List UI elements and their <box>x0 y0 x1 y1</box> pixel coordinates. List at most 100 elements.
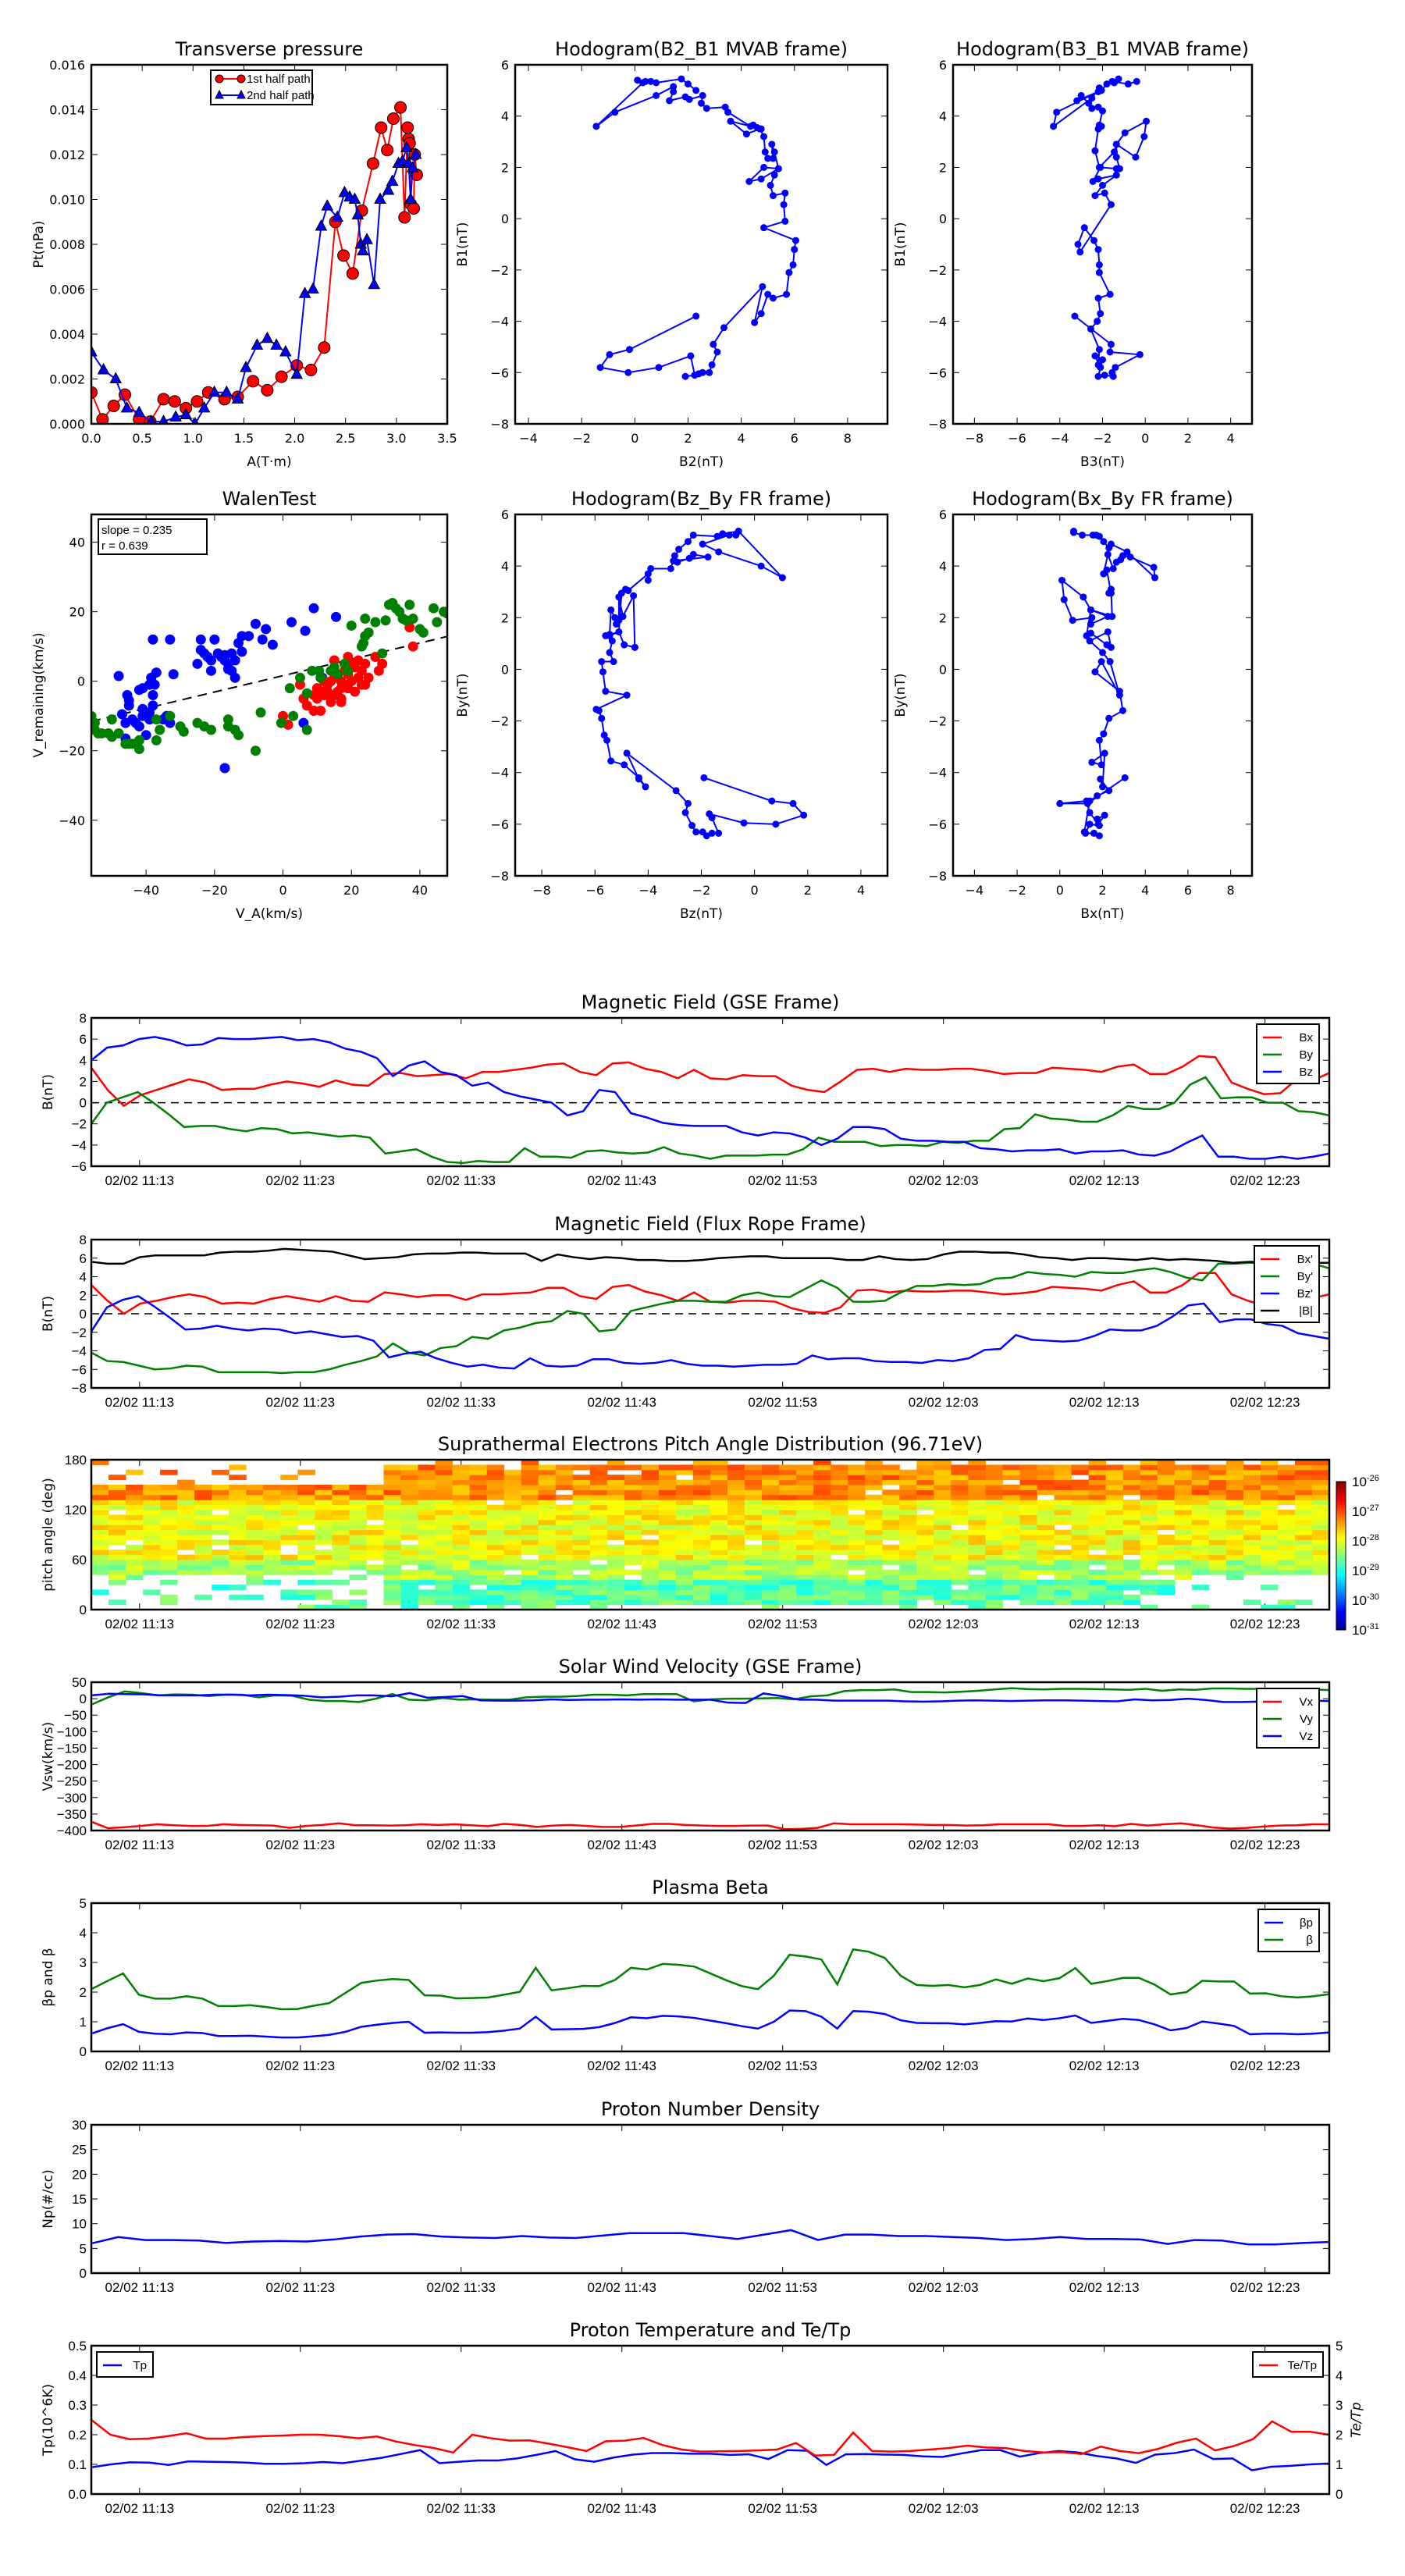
heatmap-cell <box>985 1464 1003 1471</box>
heatmap-cell <box>194 1510 212 1515</box>
heatmap-cell <box>951 1554 969 1560</box>
heatmap-cell <box>194 1485 212 1490</box>
data-point <box>747 123 755 130</box>
data-point <box>209 634 220 645</box>
heatmap-cell <box>383 1594 401 1600</box>
data-point <box>386 174 399 186</box>
heatmap-cell <box>177 1569 195 1575</box>
heatmap-cell <box>1208 1510 1227 1515</box>
heatmap-cell <box>538 1599 557 1606</box>
heatmap-cell <box>899 1604 917 1610</box>
heatmap-cell <box>985 1539 1003 1546</box>
heatmap-cell <box>1002 1529 1020 1535</box>
heatmap-cell <box>366 1500 384 1506</box>
heatmap-cell <box>1071 1594 1090 1600</box>
heatmap-cell <box>229 1504 247 1510</box>
heatmap-cell <box>177 1519 195 1525</box>
heatmap-cell <box>934 1535 951 1540</box>
heatmap-cell <box>383 1564 401 1571</box>
heatmap-cell <box>710 1525 728 1531</box>
heatmap-cell <box>606 1569 625 1575</box>
series-line <box>91 1247 1329 1265</box>
heatmap-cell <box>1088 1500 1107 1506</box>
heatmap-cell <box>1311 1539 1329 1546</box>
heatmap-cell <box>848 1469 866 1475</box>
heatmap-cell <box>727 1535 745 1540</box>
heatmap-cell <box>572 1510 591 1515</box>
heatmap-cell <box>383 1539 401 1546</box>
data-point <box>1070 527 1078 535</box>
heatmap-cell <box>796 1519 814 1525</box>
heatmap-cell <box>1157 1535 1176 1540</box>
data-point <box>366 157 379 170</box>
heatmap-cell <box>934 1550 951 1556</box>
heatmap-cell <box>521 1589 539 1596</box>
x-tick-label: −2 <box>572 431 591 446</box>
y-tick-label: −2 <box>928 714 947 729</box>
heatmap-cell <box>1037 1550 1055 1556</box>
heatmap-cell <box>143 1485 161 1490</box>
heatmap-cell <box>762 1529 780 1535</box>
heatmap-cell <box>1208 1464 1227 1471</box>
heatmap-cell <box>589 1574 608 1581</box>
heatmap-cell <box>315 1560 333 1565</box>
heatmap-cell <box>246 1550 264 1556</box>
heatmap-cell <box>692 1504 711 1510</box>
heatmap-cell <box>91 1564 109 1571</box>
heatmap-cell <box>435 1589 454 1596</box>
x-axis-label: Bx(nT) <box>1080 906 1124 922</box>
heatmap-cell <box>1243 1489 1261 1496</box>
heatmap-cell <box>899 1550 917 1556</box>
data-point <box>432 617 443 628</box>
data-point <box>240 361 252 372</box>
data-point <box>168 395 181 408</box>
x-tick-label: −6 <box>1008 431 1026 446</box>
heatmap-cell <box>624 1589 642 1596</box>
heatmap-cell <box>538 1500 557 1506</box>
heatmap-cell <box>848 1485 866 1490</box>
data-point <box>180 407 193 419</box>
data-point <box>270 338 283 350</box>
heatmap-cell <box>1208 1544 1227 1550</box>
heatmap-cell <box>263 1564 281 1571</box>
heatmap-cell <box>934 1504 951 1510</box>
data-point <box>308 706 319 717</box>
heatmap-cell <box>160 1599 178 1606</box>
y-tick-label: 5 <box>80 2241 87 2256</box>
heatmap-cell <box>1311 1460 1329 1465</box>
heatmap-cell <box>589 1504 608 1510</box>
heatmap-cell <box>606 1550 625 1556</box>
heatmap-cell <box>521 1519 539 1525</box>
y-tick-label: 0 <box>80 1603 87 1617</box>
heatmap-cell <box>934 1460 951 1465</box>
heatmap-cell <box>108 1564 126 1571</box>
data-point <box>592 706 600 713</box>
heatmap-cell <box>572 1504 591 1510</box>
data-point <box>670 88 678 95</box>
heatmap-cell <box>1122 1564 1141 1571</box>
heatmap-cell <box>126 1550 144 1556</box>
heatmap-cell <box>418 1599 436 1606</box>
heatmap-cell <box>1105 1464 1124 1471</box>
data-point <box>678 75 685 83</box>
heatmap-cell <box>848 1539 866 1546</box>
heatmap-cell <box>1157 1544 1176 1550</box>
x-tick-label: 02/02 12:13 <box>1069 2501 1140 2516</box>
data-point <box>735 527 742 535</box>
heatmap-cell <box>882 1594 900 1600</box>
heatmap-cell <box>1243 1529 1261 1535</box>
data-point <box>1101 811 1108 819</box>
heatmap-cell <box>848 1529 866 1535</box>
heatmap-cell <box>332 1599 350 1606</box>
heatmap-cell <box>641 1475 660 1481</box>
heatmap-cell <box>177 1525 195 1531</box>
heatmap-cell <box>796 1469 814 1475</box>
y-axis-label: Np(#/cc) <box>41 2169 56 2228</box>
data-point <box>133 685 144 696</box>
heatmap-cell <box>606 1535 625 1540</box>
heatmap-cell <box>831 1569 848 1575</box>
heatmap-cell <box>1277 1489 1296 1496</box>
heatmap-cell <box>1002 1539 1020 1546</box>
heatmap-cell <box>710 1539 728 1546</box>
